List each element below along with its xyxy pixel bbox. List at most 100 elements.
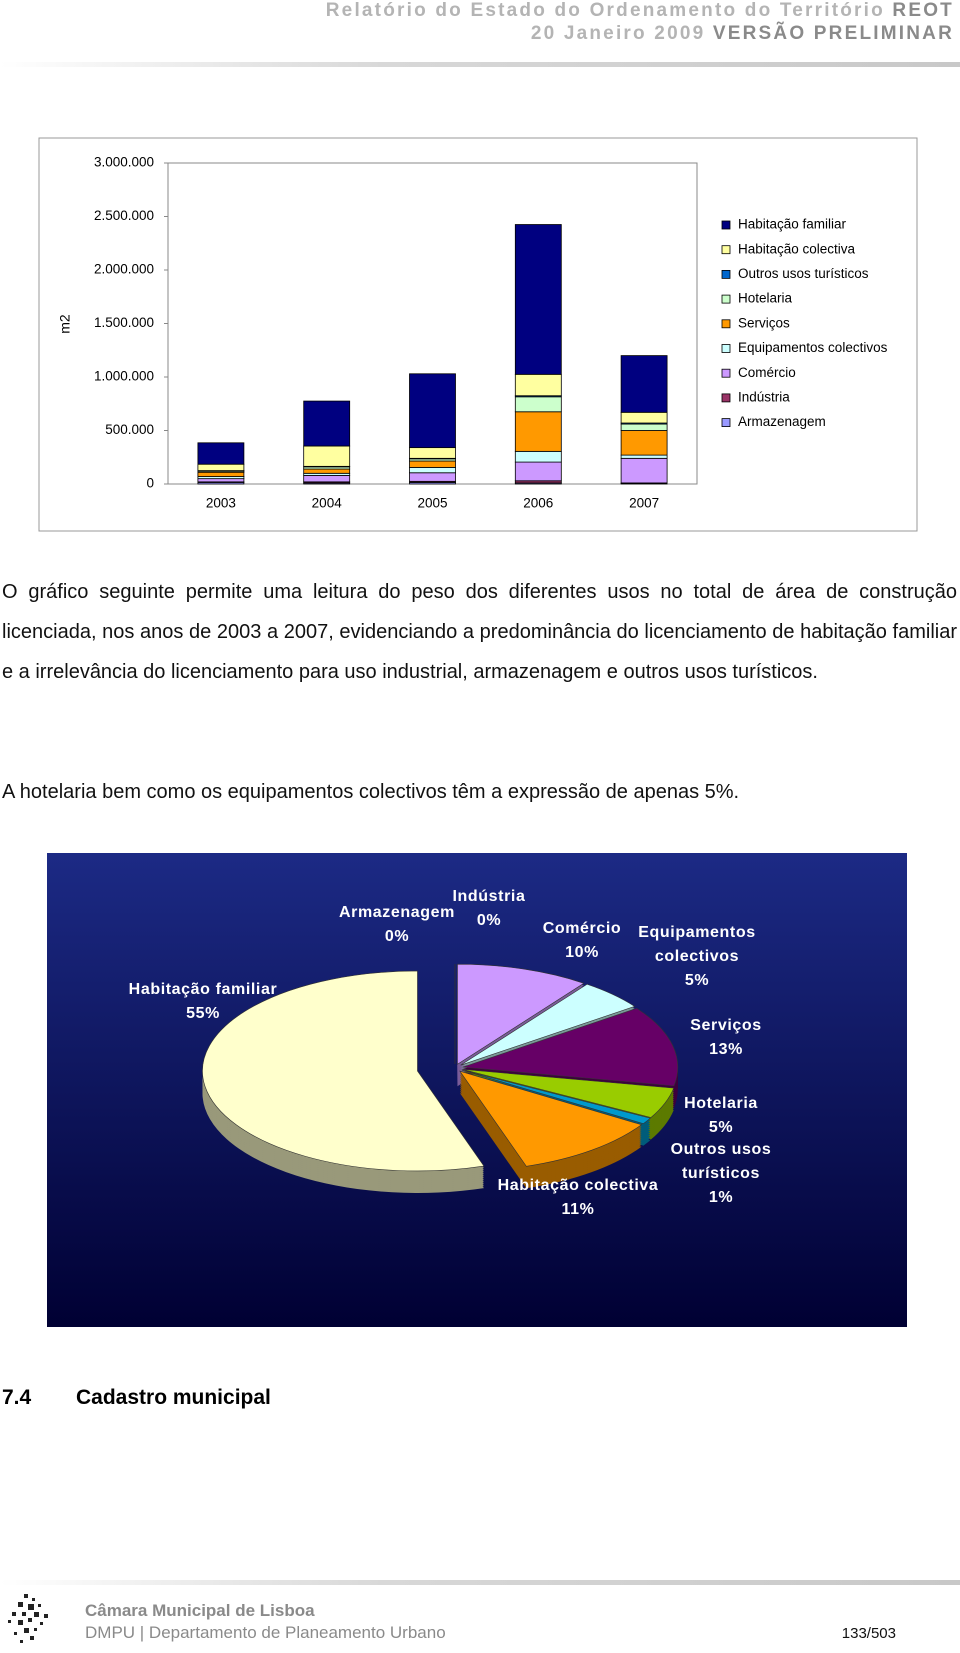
pie-label: Habitação colectiva 11%: [493, 1174, 663, 1222]
pie-label-value: 11%: [561, 1201, 595, 1218]
pie-slice: [462, 1069, 675, 1118]
bar-segment: [197, 478, 245, 483]
legend-label: Comércio: [738, 365, 796, 380]
pie-slice: [459, 1070, 643, 1167]
header-line: 20 Janeiro 2009 VERSÃO PRELIMINAR: [531, 23, 954, 45]
legend-label: Indústria: [738, 389, 790, 404]
pie-label-name: Indústria: [452, 888, 526, 905]
bar-segment: [197, 442, 245, 465]
bar-chart: m2 0 500.000 1.000.000 1.500.000 2.000.000 2.…: [38, 137, 918, 532]
bar-segment: [620, 423, 668, 431]
pie-slice: [460, 983, 636, 1066]
section-title: Cadastro municipal: [76, 1386, 271, 1409]
legend-label: Outros usos turísticos: [738, 266, 869, 281]
pie-label-value: 10%: [565, 944, 599, 961]
footer-page: 133/503: [841, 1625, 896, 1642]
header-date: 20 Janeiro 2009: [530, 23, 706, 44]
bar-segment: [303, 400, 351, 447]
legend-swatch: [721, 418, 731, 428]
x-tick-label: 2004: [312, 496, 343, 511]
bar-segment: [409, 373, 456, 449]
legend-swatch: [721, 344, 731, 353]
pie-slice: [461, 1069, 651, 1124]
bar-segment: [514, 224, 562, 375]
x-tick-label: 2006: [523, 496, 553, 511]
paragraph: A hotelaria bem como os equipamentos col…: [2, 781, 740, 803]
section-number: 7.4: [2, 1386, 32, 1409]
bar-segment: [620, 430, 668, 456]
bar-segment: [514, 396, 562, 413]
y-tick-label: 3.000.000: [94, 155, 154, 170]
footer-rule: [0, 1580, 960, 1585]
pie-label-value: 13%: [709, 1041, 743, 1058]
legend-swatch: [721, 393, 731, 403]
bar-segment: [197, 463, 245, 472]
pie-label-name: Outros usos turísticos: [670, 1141, 772, 1182]
footer-org: Câmara Municipal de Lisboa: [85, 1601, 315, 1620]
pie-label-value: 0%: [384, 928, 410, 945]
pie-chart: [47, 853, 907, 1327]
legend-label: Habitação familiar: [738, 217, 847, 232]
legend-label: Armazenagem: [738, 414, 826, 429]
pie-label: Hotelaria 5%: [636, 1092, 806, 1140]
x-tick-label: 2005: [417, 496, 447, 511]
legend-swatch: [721, 319, 731, 329]
y-tick-label: 0: [146, 476, 154, 491]
header-emph: REOT: [892, 0, 954, 21]
legend-swatch: [721, 368, 731, 378]
pie-label-value: 5%: [684, 972, 710, 989]
pie-label-name: Armazenagem: [339, 904, 455, 921]
legend-swatch: [721, 245, 731, 255]
header-line: Relatório do Estado do Ordenamento do Te…: [326, 0, 954, 22]
header-version: VERSÃO PRELIMINAR: [712, 23, 954, 44]
bar-segment: [409, 472, 456, 482]
pie-label-name: Hotelaria: [684, 1095, 758, 1112]
pie-label-value: 0%: [476, 912, 502, 929]
legend-swatch: [721, 269, 731, 279]
paragraph: O gráfico seguinte permite uma leitura d…: [2, 581, 957, 683]
legend-swatch: [721, 294, 731, 304]
bar-segment: [514, 373, 562, 397]
pie-label-name: Comércio: [542, 920, 622, 937]
bar-segment: [514, 461, 562, 482]
bar-segment: [303, 475, 351, 483]
pie-slice: [457, 963, 585, 1065]
pie-label-name: Habitação familiar: [128, 981, 278, 998]
bar-segment: [303, 445, 351, 467]
pie-slice: [462, 1008, 679, 1087]
bar-segment: [620, 411, 668, 424]
pie-label-value: 5%: [708, 1119, 734, 1136]
bar-segment: [197, 471, 245, 477]
footer-dept: DMPU | Departamento de Planeamento Urban…: [85, 1623, 446, 1642]
y-tick-label: 500.000: [105, 422, 154, 437]
pie-label: Indústria 0%: [404, 885, 574, 933]
pie-label-name: Equipamentos colectivos: [638, 924, 756, 965]
bar-segment: [514, 450, 562, 463]
bar-segment: [409, 460, 456, 468]
bar-segment: [620, 355, 668, 413]
pie-label: Outros usos turísticos 1%: [636, 1138, 806, 1210]
x-tick-label: 2007: [629, 496, 659, 511]
bar-segment: [514, 411, 562, 452]
pie-label: Equipamentos colectivos 5%: [612, 921, 782, 993]
bar-segment: [409, 467, 456, 474]
pie-label: Serviços 13%: [641, 1014, 811, 1062]
y-tick-label: 1.000.000: [94, 369, 154, 384]
bar-segment: [620, 454, 668, 459]
y-axis-label: m2: [57, 314, 73, 334]
pie-label: Comércio 10%: [497, 917, 667, 965]
bar-segment: [620, 457, 668, 484]
pie-label-value: 55%: [186, 1005, 220, 1022]
bar-segment: [409, 447, 456, 459]
pie-label-name: Serviços: [690, 1017, 762, 1034]
legend-label: Hotelaria: [738, 291, 793, 306]
header-rule: [0, 62, 960, 67]
pie-label-value: 1%: [708, 1189, 734, 1206]
pie-label: Habitação familiar 55%: [118, 978, 288, 1026]
logo: [8, 1594, 48, 1643]
legend-label: Serviços: [738, 315, 790, 330]
x-tick-label: 2003: [206, 496, 236, 511]
y-tick-label: 2.000.000: [94, 262, 154, 277]
bar-segment: [303, 468, 351, 474]
header-title: Relatório do Estado do Ordenamento do Te…: [325, 0, 885, 21]
